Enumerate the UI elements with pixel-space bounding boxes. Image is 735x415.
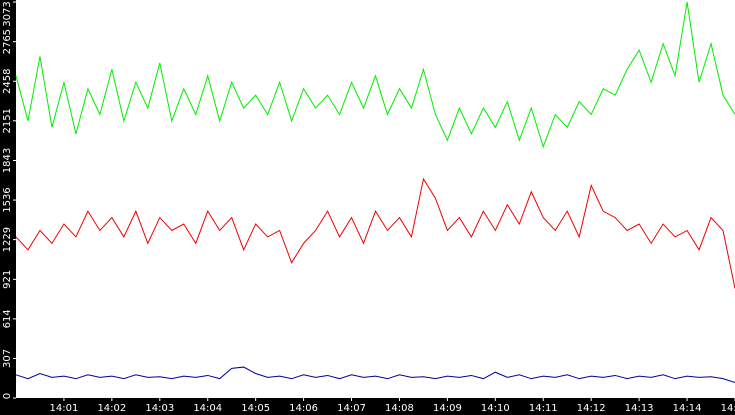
x-tick-label: 14:01 (50, 403, 79, 414)
x-tick-label: 14:07 (337, 403, 366, 414)
x-tick-label: 14:05 (241, 403, 270, 414)
series-line (15, 1, 735, 149)
y-tick-label: 307 (2, 349, 13, 368)
x-tick-label: 14:15 (721, 403, 735, 414)
y-tick-label: 2765 (2, 29, 13, 54)
x-tick-label: 14:08 (385, 403, 414, 414)
y-tick-label: 1843 (2, 148, 13, 173)
series-line (15, 177, 735, 289)
series-line (15, 366, 735, 384)
y-tick-label: 3073 (2, 1, 13, 26)
x-tick-label: 14:04 (193, 403, 222, 414)
y-tick-label: 0 (2, 393, 13, 399)
y-tick-label: 614 (2, 309, 13, 328)
y-tick-label: 1229 (2, 227, 13, 252)
x-tick-label: 14:10 (481, 403, 510, 414)
y-axis-strip (0, 0, 16, 415)
x-tick-label: 14:02 (97, 403, 126, 414)
x-axis-strip (0, 398, 735, 415)
x-tick-label: 14:06 (289, 403, 318, 414)
y-tick-label: 2151 (2, 108, 13, 133)
y-tick-label: 921 (2, 270, 13, 289)
x-tick-label: 14:12 (577, 403, 606, 414)
x-tick-label: 14:03 (145, 403, 174, 414)
y-tick-label: 1536 (2, 187, 13, 212)
x-tick-label: 14:14 (673, 403, 702, 414)
x-tick-label: 14:13 (625, 403, 654, 414)
y-tick-label: 2458 (2, 69, 13, 94)
x-tick-label: 14:09 (433, 403, 462, 414)
x-tick-label: 14:11 (529, 403, 558, 414)
